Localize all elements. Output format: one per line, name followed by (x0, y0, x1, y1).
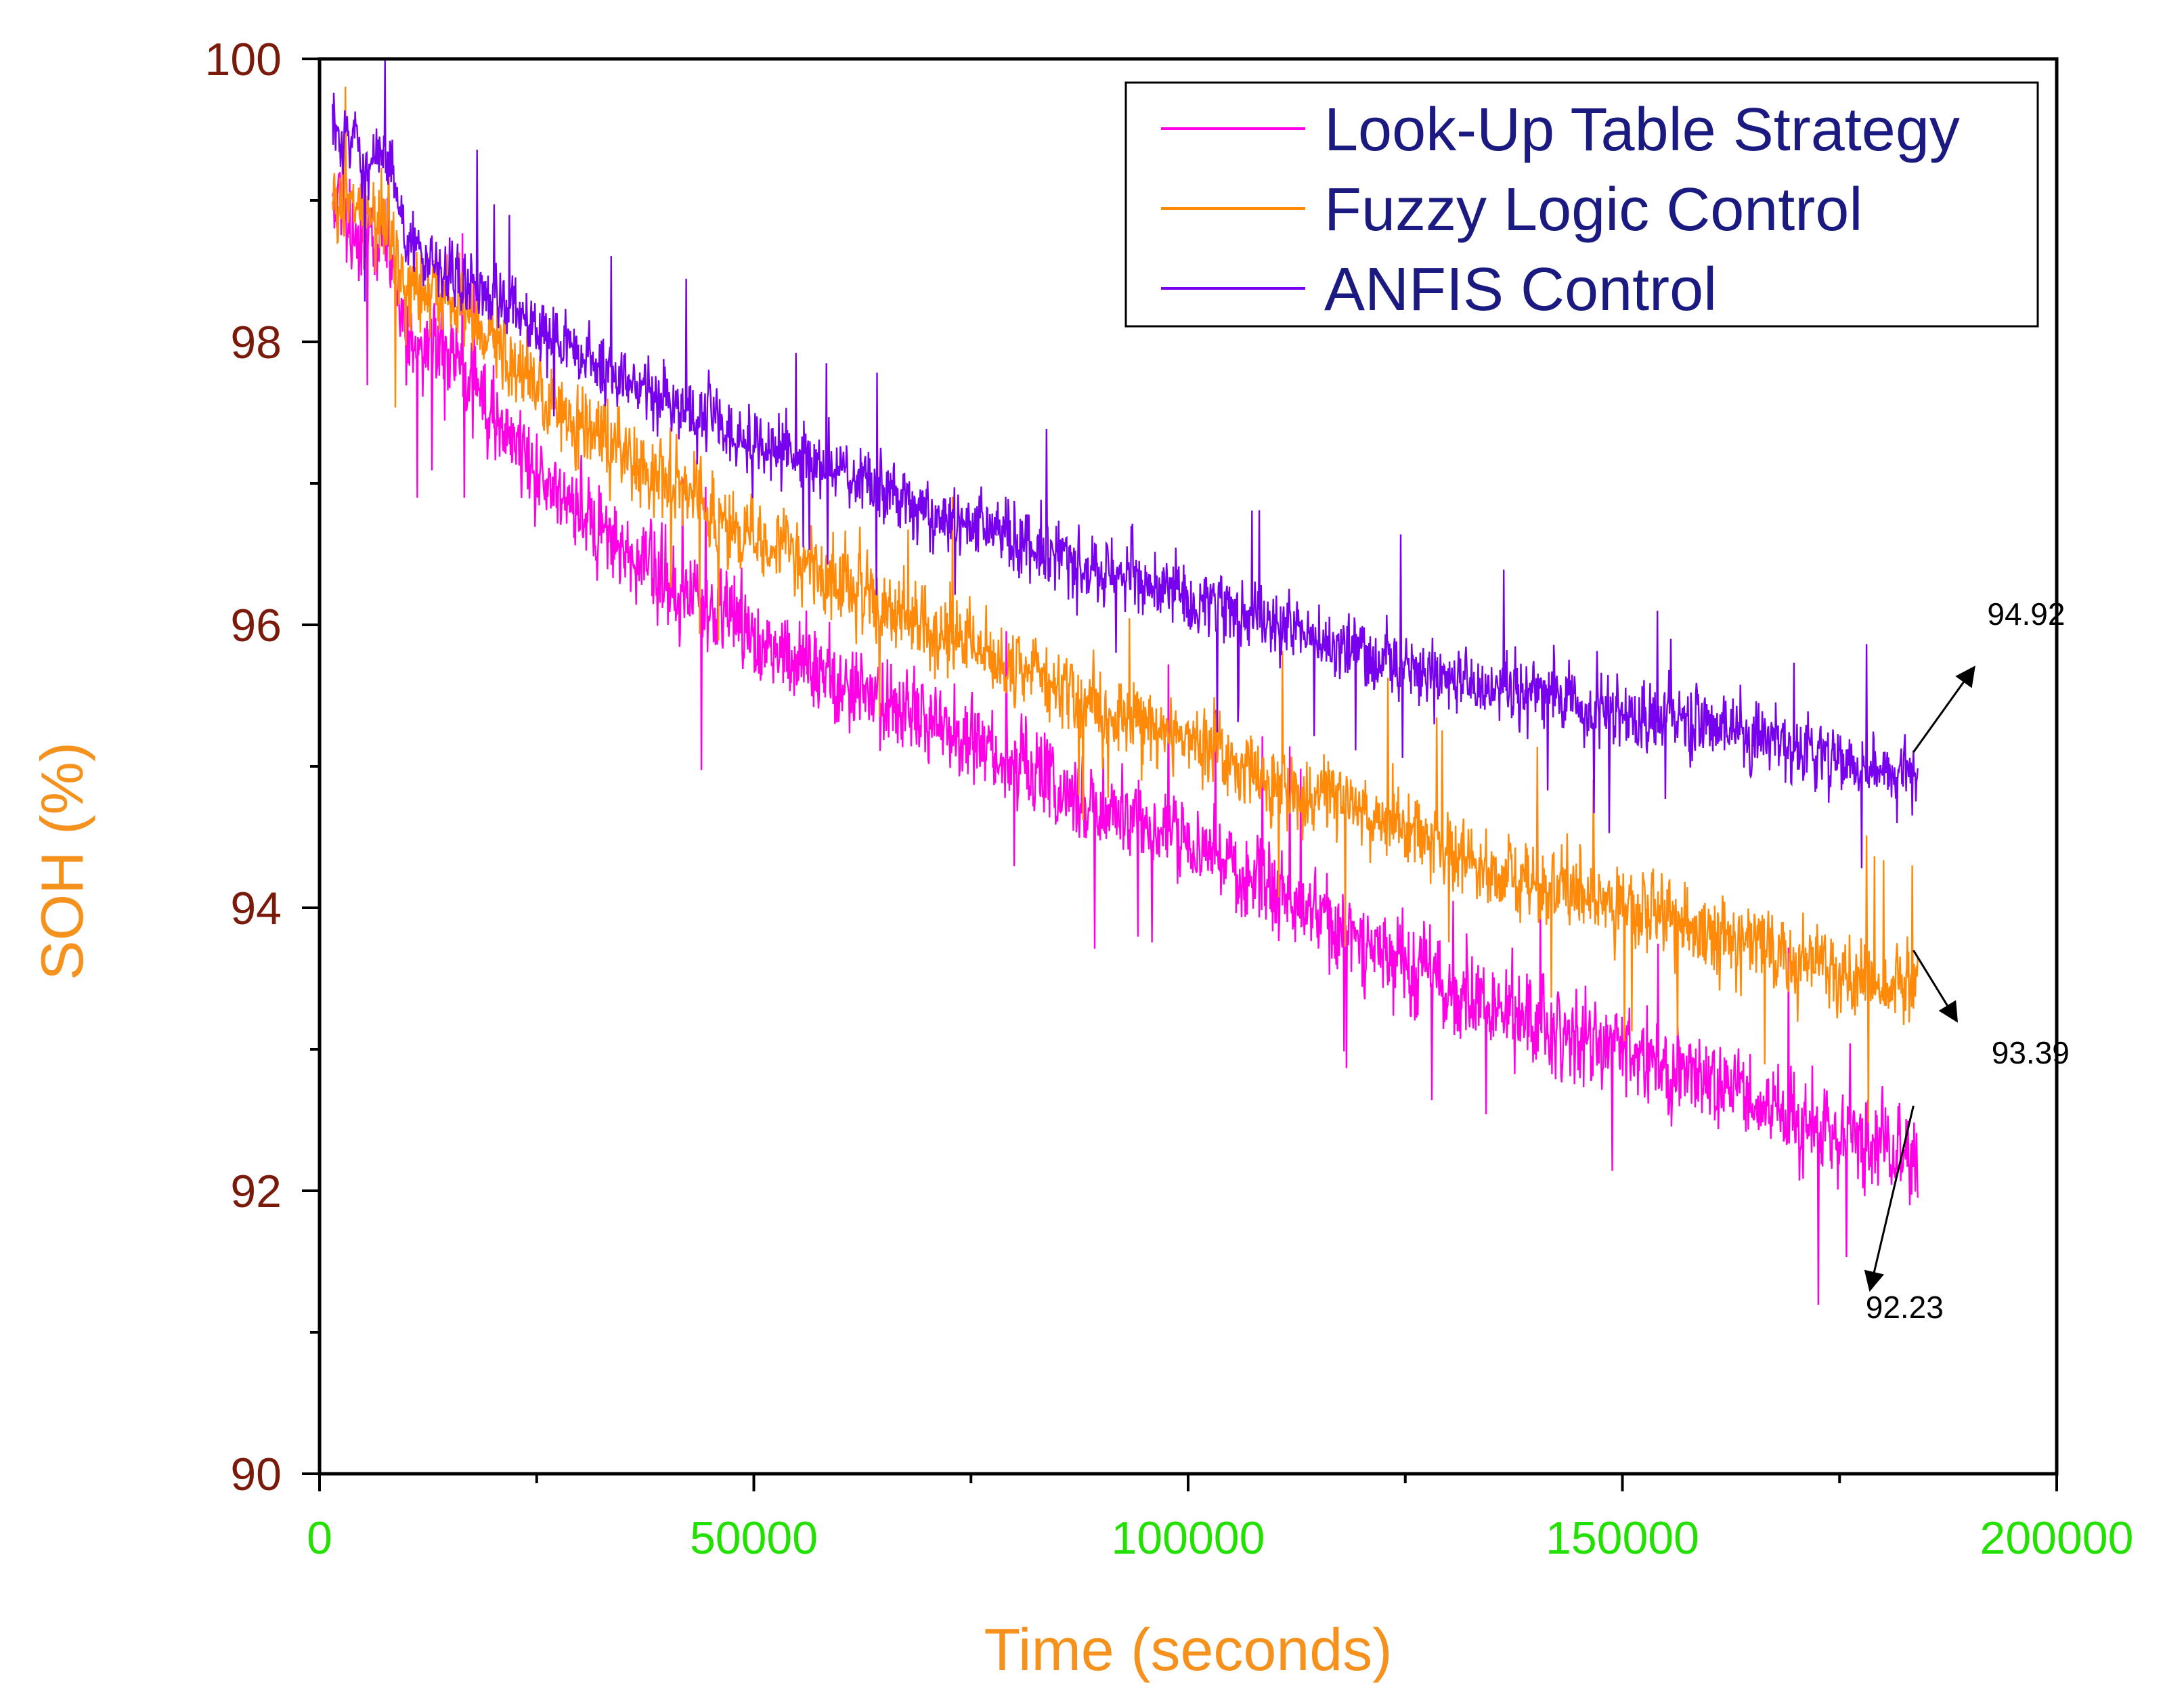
series-layer (332, 58, 1919, 1305)
x-axis-title: Time (seconds) (984, 1616, 1392, 1683)
annotation-arrow-lookup-table (1864, 1105, 1915, 1292)
x-tick-label: 50000 (690, 1512, 818, 1564)
legend: Look-Up Table Strategy Fuzzy Logic Contr… (1124, 81, 2039, 328)
x-tick-label: 200000 (1980, 1512, 2134, 1564)
legend-label-anfis: ANFIS Control (1324, 256, 1717, 324)
x-tick-label: 150000 (1546, 1512, 1699, 1564)
legend-box (1124, 81, 2039, 328)
annotation-label-anfis: 94.92 (1987, 596, 2065, 632)
annotation-arrow-fuzzy-logic (1913, 949, 1959, 1023)
annotation-label-fuzzy-logic: 93.39 (1992, 1035, 2070, 1070)
axis-ticks (302, 58, 2058, 1491)
x-tick-label: 0 (307, 1512, 332, 1564)
legend-label-lookup-table: Look-Up Table Strategy (1324, 96, 1960, 164)
series-line-fuzzy-logic (332, 86, 1919, 1123)
end-value-annotations: 94.92 93.39 92.23 (1864, 596, 2070, 1325)
y-tick-label: 96 (230, 600, 282, 651)
annotation-arrow-anfis (1913, 665, 1975, 753)
y-tick-label: 92 (230, 1166, 282, 1217)
tick-labels: 0 50000 100000 150000 200000 90 92 94 96 98 100 (205, 34, 2134, 1564)
series-line-lookup-table (332, 149, 1919, 1305)
x-tick-label: 100000 (1112, 1512, 1265, 1564)
legend-label-fuzzy-logic: Fuzzy Logic Control (1324, 176, 1862, 244)
y-tick-label: 100 (205, 34, 282, 85)
y-tick-label: 90 (230, 1449, 282, 1500)
y-tick-label: 94 (230, 883, 282, 934)
series-line-anfis (332, 58, 1919, 869)
y-axis-title: SOH (%) (28, 742, 95, 980)
annotation-label-lookup-table: 92.23 (1866, 1290, 1944, 1325)
y-tick-label: 98 (230, 317, 282, 368)
